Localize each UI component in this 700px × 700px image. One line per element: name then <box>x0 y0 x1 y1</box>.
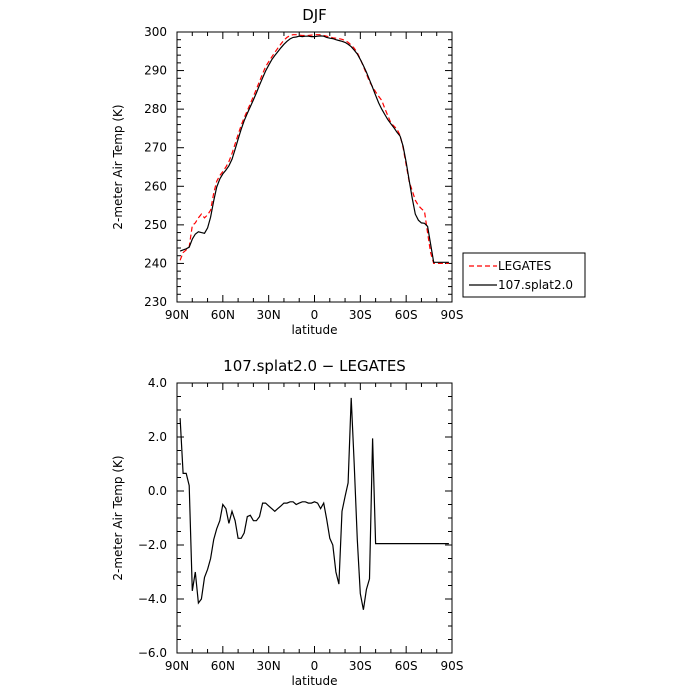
x-tick-label: 90S <box>441 659 464 673</box>
x-tick-label: 30S <box>349 659 372 673</box>
legend-label: LEGATES <box>498 259 551 273</box>
x-tick-label: 90S <box>441 308 464 322</box>
y-tick-label: 240 <box>144 256 167 270</box>
series-line-0 <box>179 397 449 610</box>
x-tick-label: 0 <box>311 308 319 322</box>
legend-label: 107.splat2.0 <box>498 278 573 292</box>
y-tick-label: 290 <box>144 64 167 78</box>
plot-frame <box>176 382 453 654</box>
series-line-1 <box>179 35 449 263</box>
x-tick-label: 60S <box>395 308 418 322</box>
x-axis-label: latitude <box>291 674 337 688</box>
y-tick-label: −6.0 <box>138 646 167 660</box>
y-tick-label: 250 <box>144 218 167 232</box>
x-tick-label: 60S <box>395 659 418 673</box>
series-line-0 <box>179 34 449 264</box>
plot-frame <box>176 31 453 303</box>
chart-title: 107.splat2.0 − LEGATES <box>223 357 406 375</box>
y-tick-label: 280 <box>144 102 167 116</box>
x-tick-label: 30N <box>257 659 281 673</box>
x-axis-label: latitude <box>291 323 337 337</box>
y-tick-label: −4.0 <box>138 592 167 606</box>
x-tick-label: 60N <box>211 659 235 673</box>
y-tick-label: 300 <box>144 25 167 39</box>
y-tick-label: 270 <box>144 141 167 155</box>
y-tick-label: 260 <box>144 179 167 193</box>
x-tick-label: 0 <box>311 659 319 673</box>
x-tick-label: 60N <box>211 308 235 322</box>
y-tick-label: −2.0 <box>138 538 167 552</box>
panel-bottom-difference: −6.0 −4.0 −2.0 0.0 2.0 4.0 90N 60N 30N 0 30S 60S 90S… <box>111 357 463 688</box>
x-tick-label: 30S <box>349 308 372 322</box>
chart-title: DJF <box>302 6 327 24</box>
x-tick-label: 90N <box>165 308 189 322</box>
y-tick-label: 230 <box>144 295 167 309</box>
y-axis-label: 2-meter Air Temp (K) <box>111 455 125 580</box>
y-tick-label: 2.0 <box>148 430 167 444</box>
x-tick-label: 30N <box>257 308 281 322</box>
legend-box <box>462 252 586 298</box>
y-tick-label: 4.0 <box>148 376 167 390</box>
y-axis-label: 2-meter Air Temp (K) <box>111 104 125 229</box>
legend: LEGATES 107.splat2.0 <box>462 252 586 298</box>
y-tick-label: 0.0 <box>148 484 167 498</box>
panel-top-djf: 230 240 250 260 270 280 290 300 90N 60N 30N 0 30S 60S… <box>111 6 463 337</box>
x-tick-label: 90N <box>165 659 189 673</box>
